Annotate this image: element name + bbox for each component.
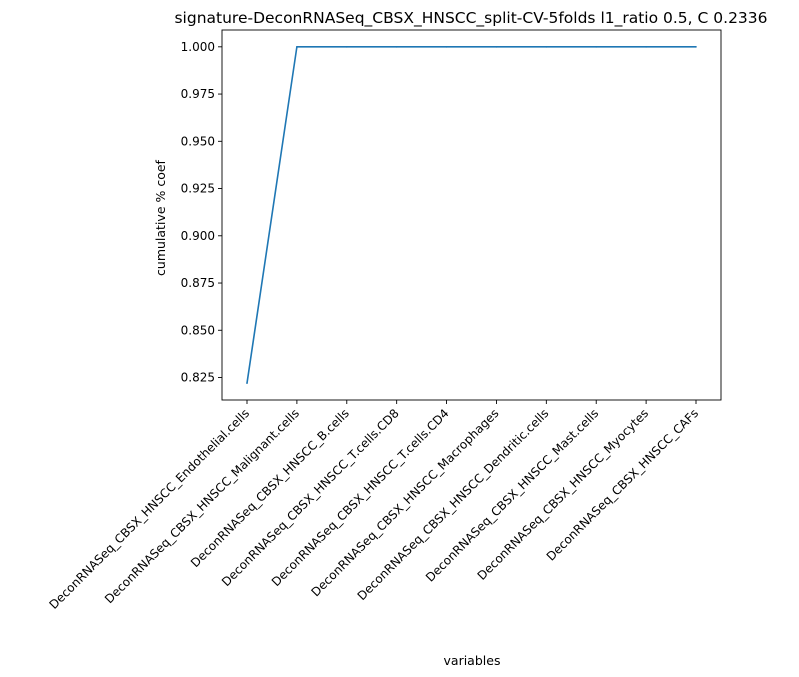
x-tick-label: DeconRNASeq_CBSX_HNSCC_Dendritic.cells <box>355 406 552 603</box>
data-point <box>246 382 248 384</box>
data-point <box>645 46 647 48</box>
y-tick-label: 0.950 <box>181 134 215 148</box>
plot-area <box>221 29 722 401</box>
data-point <box>445 46 448 48</box>
y-tick-label: 1.000 <box>181 40 215 54</box>
y-tick-label: 0.825 <box>181 371 215 385</box>
data-point <box>595 46 598 48</box>
y-tick-label: 0.900 <box>181 229 215 243</box>
x-tick-label: DeconRNASeq_CBSX_HNSCC_Mast.cells <box>423 406 601 584</box>
x-tick-label: DeconRNASeq_CBSX_HNSCC_T.cells.CD4 <box>269 406 452 589</box>
series-group <box>246 46 697 384</box>
data-point <box>296 46 298 48</box>
x-axis: DeconRNASeq_CBSX_HNSCC_Endothelial.cells… <box>46 400 701 612</box>
y-tick-label: 0.875 <box>181 276 215 290</box>
data-point <box>695 46 697 48</box>
data-point <box>495 46 498 48</box>
x-axis-label: variables <box>444 653 501 668</box>
y-axis-label: cumulative % coef <box>153 159 168 276</box>
y-tick-label: 0.850 <box>181 323 215 337</box>
x-tick-label: DeconRNASeq_CBSX_HNSCC_Myocytes <box>475 406 652 583</box>
plot-frame <box>221 29 722 401</box>
y-axis: 0.825 0.850 0.875 0.900 0.925 0.950 0.975 1.000 <box>181 40 222 385</box>
x-tick-label: DeconRNASeq_CBSX_HNSCC_T.cells.CD8 <box>219 406 402 589</box>
data-point <box>545 46 548 48</box>
x-tick-label: DeconRNASeq_CBSX_HNSCC_Macrophages <box>308 406 501 599</box>
data-point <box>395 46 398 48</box>
data-point <box>345 46 348 48</box>
series-line <box>246 46 696 384</box>
y-tick-label: 0.975 <box>181 87 215 101</box>
chart-title: signature-DeconRNASeq_CBSX_HNSCC_split-C… <box>174 9 767 28</box>
y-tick-label: 0.925 <box>181 182 215 196</box>
